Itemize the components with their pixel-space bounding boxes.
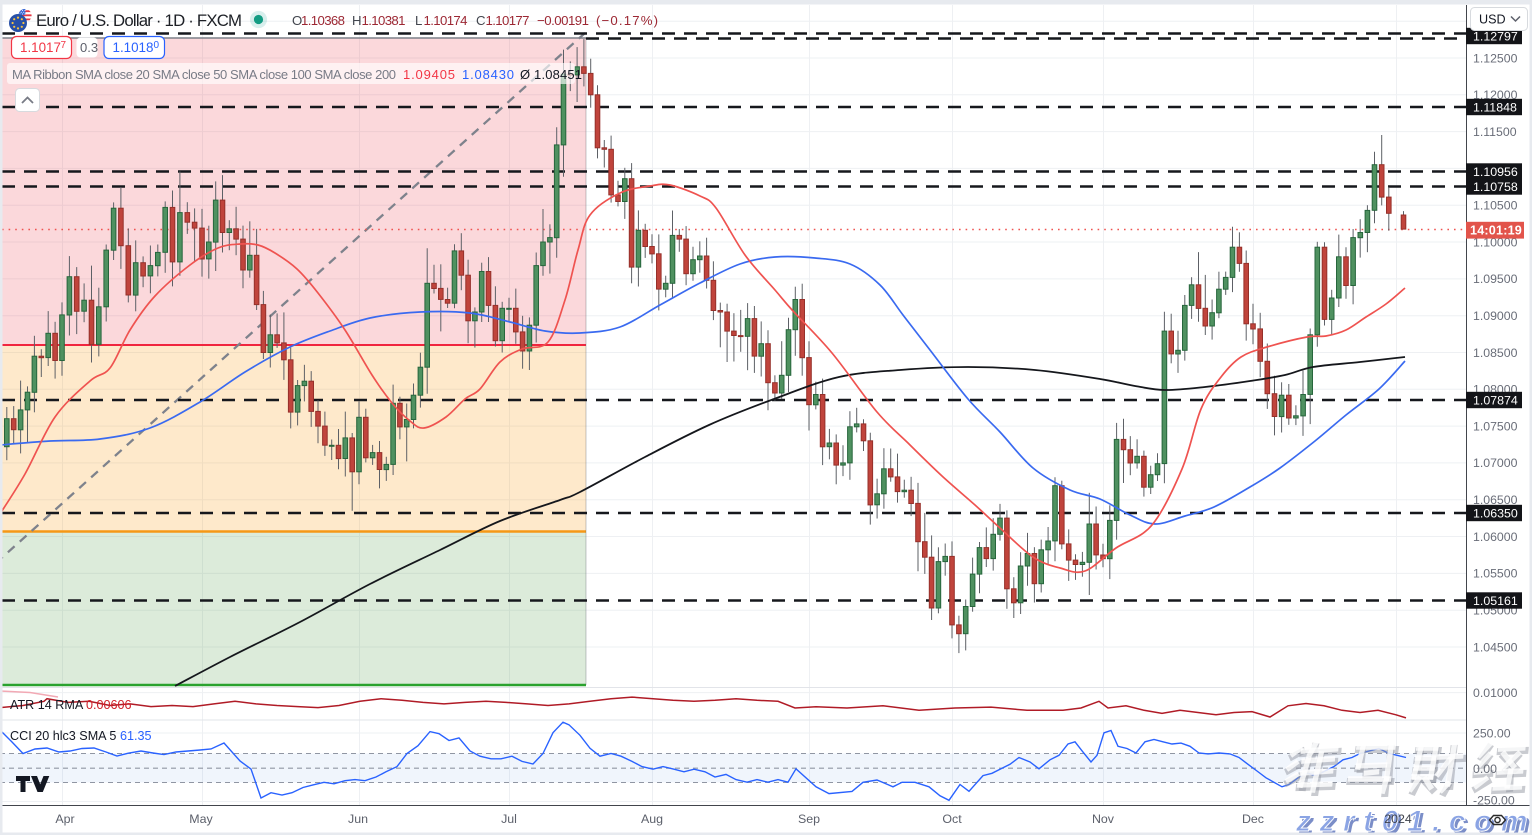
svg-text:Ø 1.08451: Ø 1.08451 — [520, 67, 582, 82]
svg-text:1.09000: 1.09000 — [1473, 309, 1518, 323]
svg-text:1.10177: 1.10177 — [486, 13, 530, 28]
svg-text:Apr: Apr — [55, 812, 74, 826]
svg-text:Nov: Nov — [1092, 812, 1115, 826]
svg-text:ATR 14 RMA: ATR 14 RMA — [10, 698, 84, 712]
svg-text:−0.00191: −0.00191 — [537, 13, 589, 28]
svg-text:1.10758: 1.10758 — [1473, 180, 1518, 194]
svg-text:L: L — [415, 13, 422, 28]
svg-text:Euro / U.S. Dollar · 1D · FXCM: Euro / U.S. Dollar · 1D · FXCM — [36, 11, 242, 30]
svg-text:Dec: Dec — [1242, 812, 1264, 826]
svg-text:61.35: 61.35 — [120, 729, 152, 743]
svg-text:1.12500: 1.12500 — [1473, 51, 1518, 65]
svg-text:C: C — [476, 13, 486, 28]
svg-text:H: H — [352, 13, 362, 28]
svg-text:1.06000: 1.06000 — [1473, 530, 1518, 544]
svg-text:-250.00: -250.00 — [1473, 794, 1515, 808]
svg-text:1.09500: 1.09500 — [1473, 272, 1518, 286]
svg-text:(−0.17%): (−0.17%) — [596, 13, 658, 28]
svg-text:1.10368: 1.10368 — [301, 13, 345, 28]
svg-text:0.01000: 0.01000 — [1473, 686, 1518, 700]
svg-text:zzrt01.com: zzrt01.com — [1298, 808, 1532, 835]
svg-text:1.09405: 1.09405 — [403, 67, 455, 82]
svg-text:14:01:19: 14:01:19 — [1470, 224, 1522, 238]
svg-text:1.06500: 1.06500 — [1473, 493, 1518, 507]
svg-text:1.08430: 1.08430 — [462, 67, 514, 82]
svg-text:1.11500: 1.11500 — [1473, 125, 1517, 139]
svg-text:1.07874: 1.07874 — [1473, 393, 1518, 407]
svg-text:0.00: 0.00 — [1473, 762, 1497, 776]
svg-text:1.10381: 1.10381 — [362, 13, 406, 28]
svg-text:1.10956: 1.10956 — [1473, 165, 1518, 179]
svg-text:1.07000: 1.07000 — [1473, 456, 1518, 470]
svg-text:250.00: 250.00 — [1473, 726, 1511, 740]
svg-text:MA Ribbon SMA close 20 SMA clo: MA Ribbon SMA close 20 SMA close 50 SMA … — [12, 67, 396, 82]
svg-text:1.06350: 1.06350 — [1473, 506, 1518, 520]
svg-text:1.04500: 1.04500 — [1473, 640, 1518, 654]
svg-text:Aug: Aug — [641, 812, 663, 826]
svg-text:O: O — [292, 13, 302, 28]
svg-text:1.11848: 1.11848 — [1473, 100, 1517, 114]
svg-text:0.3: 0.3 — [80, 40, 98, 55]
svg-text:1.10500: 1.10500 — [1473, 199, 1518, 213]
svg-text:2024: 2024 — [1384, 812, 1412, 826]
svg-text:1.12797: 1.12797 — [1473, 29, 1518, 43]
svg-text:1.10174: 1.10174 — [424, 13, 468, 28]
svg-text:1.07500: 1.07500 — [1473, 419, 1518, 433]
svg-text:0.00606: 0.00606 — [86, 698, 132, 712]
svg-text:1.08500: 1.08500 — [1473, 346, 1518, 360]
svg-text:Jun: Jun — [348, 812, 368, 826]
svg-text:1.1018: 1.1018 — [113, 40, 154, 55]
svg-text:1.10000: 1.10000 — [1473, 235, 1518, 249]
svg-text:Sep: Sep — [798, 812, 820, 826]
svg-text:7: 7 — [61, 40, 67, 51]
svg-text:USD: USD — [1479, 13, 1506, 27]
svg-text:CCI 20 hlc3 SMA 5: CCI 20 hlc3 SMA 5 — [10, 729, 116, 743]
svg-text:1.1017: 1.1017 — [20, 40, 61, 55]
svg-text:May: May — [189, 812, 213, 826]
svg-text:1.12000: 1.12000 — [1473, 88, 1518, 102]
svg-text:1.05161: 1.05161 — [1473, 594, 1518, 608]
svg-text:Jul: Jul — [501, 812, 517, 826]
svg-text:1.05500: 1.05500 — [1473, 567, 1518, 581]
svg-text:0: 0 — [154, 40, 160, 51]
svg-text:Oct: Oct — [942, 812, 962, 826]
svg-text:zzrt01.com: zzrt01.com — [1295, 805, 1532, 835]
